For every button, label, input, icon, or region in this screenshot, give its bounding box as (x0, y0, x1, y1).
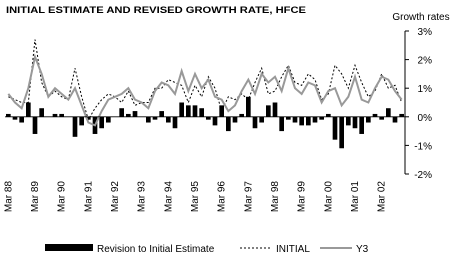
bar (239, 113, 244, 117)
bar (279, 116, 284, 132)
x-tick-label: Mar 96 (217, 181, 228, 213)
bar (6, 113, 11, 117)
bar (366, 116, 371, 123)
bar (379, 116, 384, 120)
bar (126, 113, 131, 117)
bar (259, 116, 264, 123)
bar (32, 116, 38, 134)
y-tick-label: 3% (418, 27, 433, 38)
bar (399, 113, 404, 117)
bar (179, 102, 184, 117)
bar (252, 116, 258, 129)
x-tick-label: Mar 92 (110, 181, 121, 213)
bar (332, 116, 338, 140)
bar (52, 113, 58, 117)
bar (272, 102, 278, 117)
bar (59, 113, 64, 117)
bar (292, 116, 298, 123)
bar (339, 116, 344, 149)
bar (79, 116, 84, 126)
bar (299, 116, 304, 126)
bar (26, 102, 31, 117)
bar (346, 116, 351, 126)
bar (186, 105, 191, 117)
bar (246, 96, 251, 117)
bar (172, 116, 178, 129)
bar (212, 116, 218, 126)
bar (359, 116, 364, 134)
bar (199, 108, 204, 117)
bar (232, 116, 238, 123)
x-tick-label: Mar 99 (297, 181, 308, 213)
x-tick-label: Mar 95 (190, 181, 201, 213)
x-tick-label: Mar 01 (350, 181, 361, 213)
bar (132, 111, 138, 117)
bar (266, 105, 271, 117)
bar (372, 113, 378, 117)
bar (226, 116, 231, 132)
bar (192, 105, 198, 117)
y-tick-label: 0% (418, 113, 433, 124)
bar (99, 116, 104, 129)
bar (392, 116, 398, 123)
chart-title: INITIAL ESTIMATE AND REVISED GROWTH RATE… (6, 5, 306, 15)
bar (72, 116, 78, 137)
x-tick-label: Mar 93 (137, 181, 148, 213)
x-tick-label: Mar 88 (3, 181, 14, 213)
bar (19, 116, 24, 123)
bar (166, 116, 171, 123)
x-tick-label: Mar 89 (30, 181, 41, 213)
bar (146, 116, 151, 123)
legend-label: Y3 (356, 244, 369, 255)
bar (152, 116, 158, 120)
x-tick-label: Mar 94 (163, 181, 174, 213)
legend-swatch (45, 244, 93, 251)
y-tick-label: 1% (418, 84, 433, 95)
bar (159, 111, 164, 117)
bar (312, 116, 318, 123)
y-tick-label: 2% (418, 56, 433, 67)
y-tick-label: -2% (414, 170, 432, 181)
bar (206, 116, 211, 120)
bar (306, 116, 311, 126)
y-axis-label: Growth rates (392, 12, 449, 23)
line (8, 39, 403, 121)
x-tick-label: Mar 90 (57, 181, 68, 213)
bar (119, 108, 124, 117)
bar (352, 116, 358, 129)
bar (326, 113, 331, 117)
x-tick-label: Mar 97 (243, 181, 254, 213)
legend-label: Revision to Initial Estimate (97, 244, 215, 255)
bar (386, 108, 391, 117)
bar (286, 116, 291, 120)
x-tick-label: Mar 98 (270, 181, 281, 213)
legend-label: INITIAL (276, 244, 310, 255)
x-tick-label: Mar 00 (323, 181, 334, 213)
bar (106, 116, 111, 123)
x-tick-label: Mar 91 (83, 181, 94, 213)
line (7, 53, 403, 127)
y-tick-label: -1% (414, 141, 432, 152)
bar (39, 108, 44, 117)
x-tick-label: Mar 02 (377, 181, 388, 213)
bar (12, 116, 18, 120)
bar (319, 116, 324, 120)
